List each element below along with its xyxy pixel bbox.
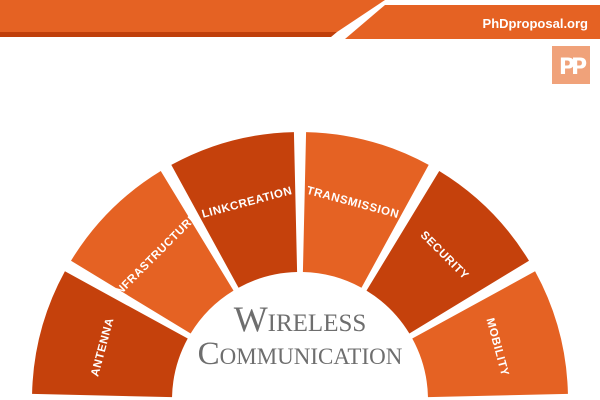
header-banner: PhDproposal.org <box>0 0 600 39</box>
title-line-2: Communication <box>198 336 403 372</box>
site-url: PhDproposal.org <box>483 16 589 31</box>
header-stripe-bottom <box>0 32 337 37</box>
segment-linkcreation <box>171 132 298 288</box>
segment-transmission <box>302 132 429 288</box>
logo-badge: PP <box>552 46 591 84</box>
title-line-1: Wireless <box>234 299 367 339</box>
segment-security <box>366 171 529 334</box>
segment-mobility <box>412 271 568 398</box>
header-ribbon-right <box>345 5 600 39</box>
center-title: Wireless Communication <box>198 299 403 372</box>
segment-antenna <box>32 271 188 398</box>
logo-text: PP <box>559 55 587 80</box>
logo-background <box>552 46 590 84</box>
header-stripe-top <box>0 0 385 32</box>
segment-infrastructure <box>71 171 234 334</box>
